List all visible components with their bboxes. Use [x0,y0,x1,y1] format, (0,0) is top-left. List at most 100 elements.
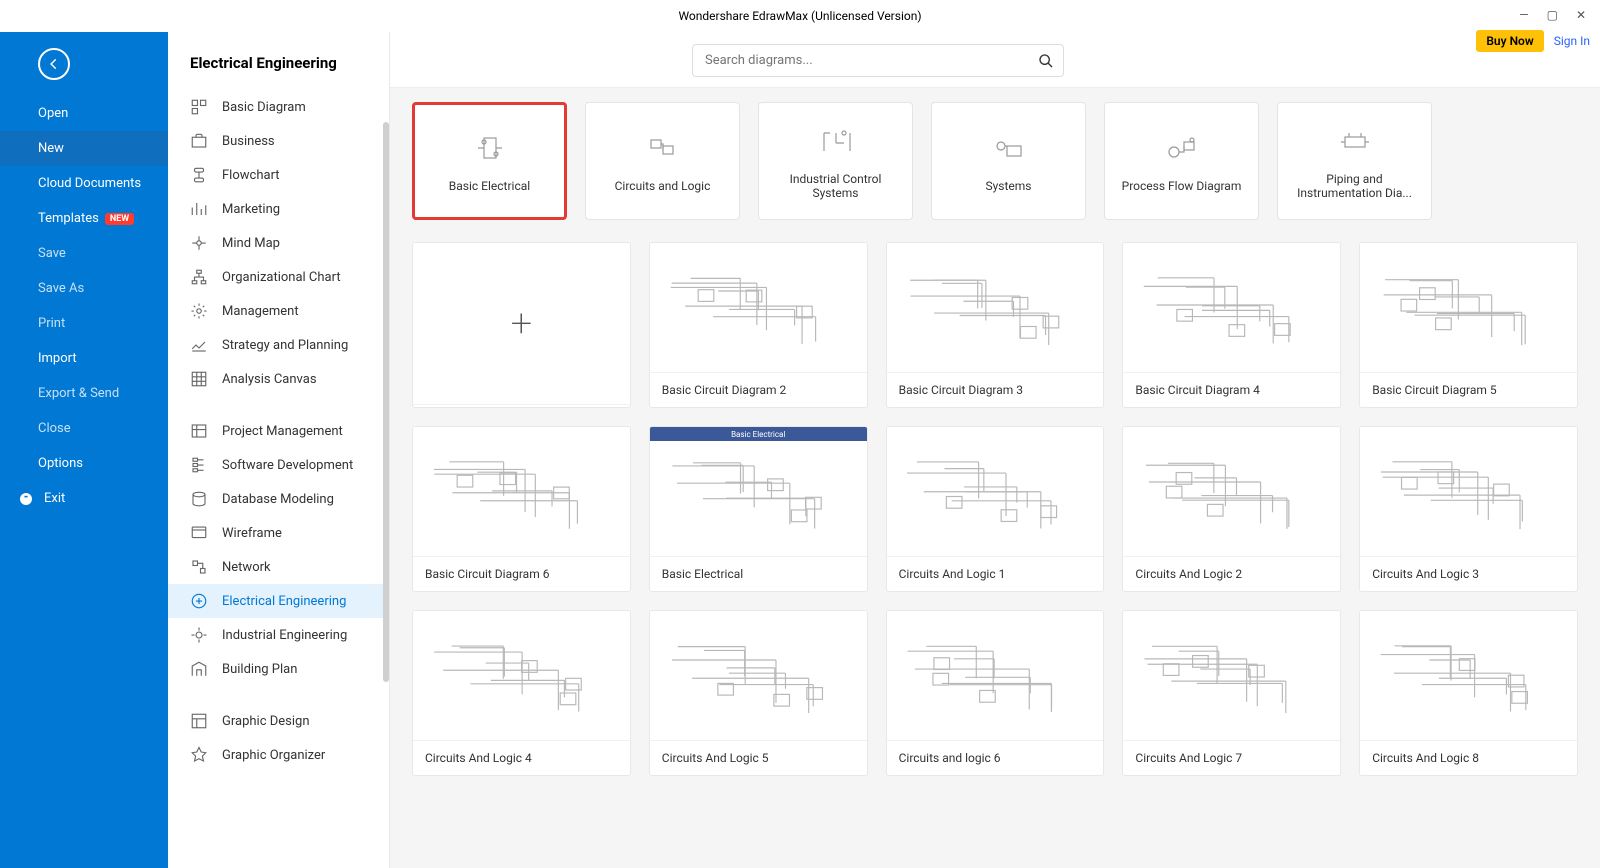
category-label: Strategy and Planning [222,338,348,353]
category-label: Industrial Engineering [222,628,347,643]
category-item[interactable]: Project Management [168,414,389,448]
category-item[interactable]: Mind Map [168,226,389,260]
tab-card[interactable]: Piping and Instrumentation Dia... [1277,102,1432,220]
tab-card[interactable]: Circuits and Logic [585,102,740,220]
template-preview [1123,611,1340,741]
category-item[interactable]: Management [168,294,389,328]
category-item[interactable]: Network [168,550,389,584]
tab-label: Process Flow Diagram [1122,179,1242,193]
close-icon[interactable]: ✕ [1576,8,1586,22]
menu-export[interactable]: Export & Send [0,376,168,411]
category-item[interactable]: Marketing [168,192,389,226]
tab-card[interactable]: Systems [931,102,1086,220]
template-card[interactable]: Circuits And Logic 2 [1122,426,1341,592]
template-card[interactable]: Basic Electrical Basic Electrical [649,426,868,592]
tab-label: Systems [985,179,1031,193]
category-item[interactable]: Business [168,124,389,158]
search-input[interactable] [692,44,1064,77]
template-card[interactable]: Circuits And Logic 4 [412,610,631,776]
template-preview [650,243,867,373]
template-label: Basic Circuit Diagram 2 [650,373,867,407]
category-item[interactable]: Graphic Organizer [168,738,389,772]
category-item[interactable]: Graphic Design [168,704,389,738]
category-item[interactable]: Building Plan [168,652,389,686]
template-card[interactable]: Basic Circuit Diagram 2 [649,242,868,408]
buy-now-button[interactable]: Buy Now [1476,30,1543,52]
template-card[interactable]: Circuits And Logic 7 [1122,610,1341,776]
template-label: Basic Circuit Diagram 3 [887,373,1104,407]
menu-import[interactable]: Import [0,341,168,376]
tab-thumb-icon [811,122,861,162]
tab-card[interactable]: Basic Electrical [412,102,567,220]
menu-templates[interactable]: TemplatesNEW [0,201,168,236]
category-icon [190,200,208,218]
category-label: Analysis Canvas [222,372,317,387]
template-card[interactable]: Circuits And Logic 1 [886,426,1105,592]
menu-save-as[interactable]: Save As [0,271,168,306]
menu-save[interactable]: Save [0,236,168,271]
menu-new[interactable]: New [0,131,168,166]
menu-open[interactable]: Open [0,96,168,131]
minimize-icon[interactable]: — [1519,8,1528,22]
category-label: Basic Diagram [222,100,306,115]
template-label: Circuits And Logic 3 [1360,557,1577,591]
category-item[interactable]: Wireframe [168,516,389,550]
template-card[interactable]: Circuits and logic 6 [886,610,1105,776]
menu-options[interactable]: Options [0,446,168,481]
template-label: Basic Electrical [650,557,867,591]
category-label: Building Plan [222,662,297,677]
category-item[interactable]: Analysis Canvas [168,362,389,396]
category-item[interactable]: Software Development [168,448,389,482]
category-item[interactable]: Electrical Engineering [168,584,389,618]
category-icon [190,336,208,354]
menu-exit[interactable]: Exit [0,481,168,516]
template-preview: Basic Electrical [650,427,867,557]
category-item[interactable]: Database Modeling [168,482,389,516]
template-label: Circuits And Logic 7 [1123,741,1340,775]
template-card[interactable]: Circuits And Logic 3 [1359,426,1578,592]
template-preview [650,611,867,741]
category-label: Business [222,134,275,149]
category-icon [190,626,208,644]
template-preview [1360,243,1577,373]
category-icon [190,234,208,252]
sidebar-categories: Electrical Engineering Basic Diagram Busi… [168,32,390,868]
template-preview: + [413,243,630,405]
exit-icon [20,493,32,505]
template-card[interactable]: Circuits And Logic 8 [1359,610,1578,776]
back-button[interactable] [0,32,168,96]
menu-cloud-documents[interactable]: Cloud Documents [0,166,168,201]
maximize-icon[interactable]: ▢ [1547,8,1558,22]
template-card[interactable]: Basic Circuit Diagram 6 [412,426,631,592]
templates-grid: + Basic Circuit Diagram 2 Basic Circuit Di… [390,230,1600,868]
template-card[interactable]: Basic Circuit Diagram 3 [886,242,1105,408]
tabs-row: Basic ElectricalCircuits and LogicIndust… [390,88,1600,230]
template-card[interactable]: Basic Circuit Diagram 5 [1359,242,1578,408]
category-icon [190,592,208,610]
category-item[interactable]: Flowchart [168,158,389,192]
tab-thumb-icon [465,129,515,169]
category-label: Electrical Engineering [222,594,346,609]
template-blue-header: Basic Electrical [650,427,867,441]
menu-print[interactable]: Print [0,306,168,341]
category-icon [190,132,208,150]
category-item[interactable]: Basic Diagram [168,90,389,124]
tab-card[interactable]: Process Flow Diagram [1104,102,1259,220]
category-icon [190,302,208,320]
category-icon [190,660,208,678]
menu-close[interactable]: Close [0,411,168,446]
template-card[interactable]: Circuits And Logic 5 [649,610,868,776]
category-item[interactable]: Strategy and Planning [168,328,389,362]
scrollbar[interactable] [383,122,389,682]
category-item[interactable]: Industrial Engineering [168,618,389,652]
sign-in-link[interactable]: Sign In [1554,34,1590,48]
template-blank[interactable]: + [412,242,631,408]
tab-card[interactable]: Industrial Control Systems [758,102,913,220]
category-label: Mind Map [222,236,280,251]
category-item[interactable]: Organizational Chart [168,260,389,294]
template-label: Basic Circuit Diagram 5 [1360,373,1577,407]
template-card[interactable]: Basic Circuit Diagram 4 [1122,242,1341,408]
search-icon[interactable] [1038,53,1054,69]
template-preview [413,611,630,741]
window-title: Wondershare EdrawMax (Unlicensed Version… [678,9,921,23]
